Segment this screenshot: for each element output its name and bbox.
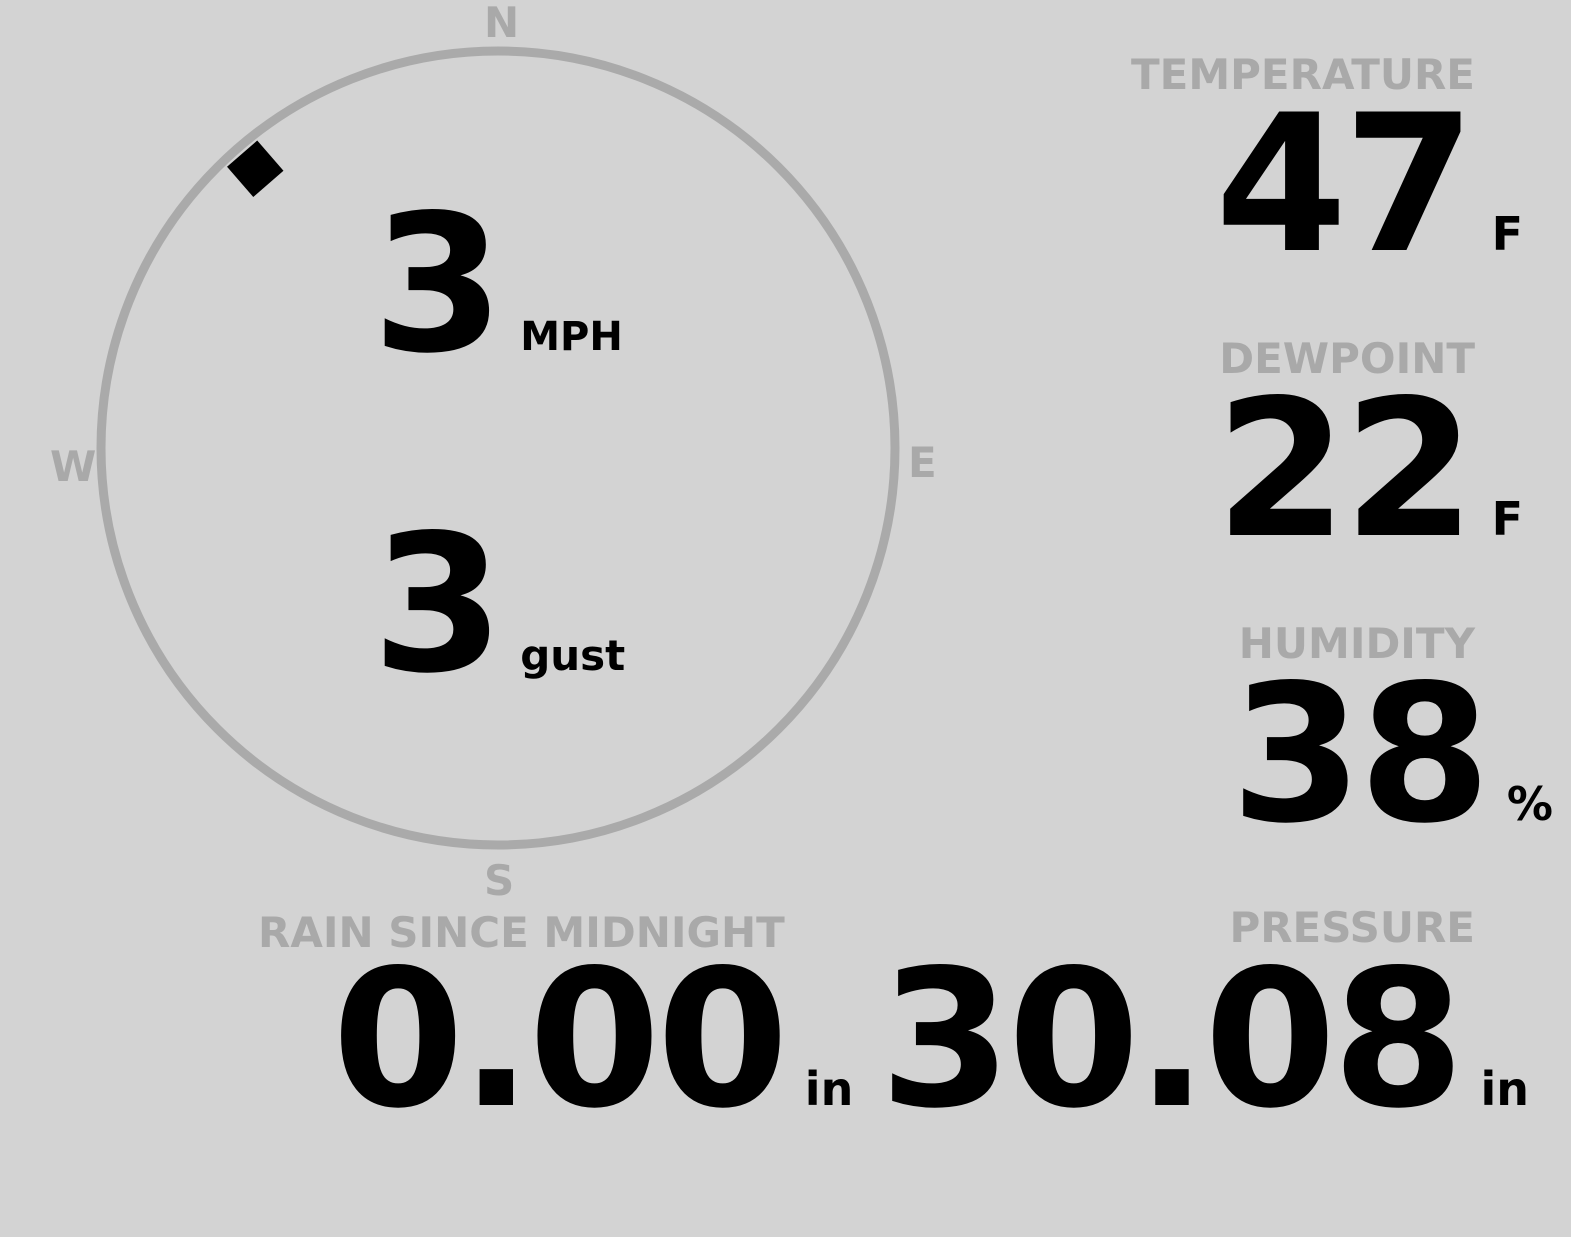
- pressure-label: PRESSURE: [1229, 903, 1475, 952]
- rain-value: 0.00: [332, 929, 789, 1150]
- temperature-label: TEMPERATURE: [1131, 50, 1475, 99]
- humidity-label: HUMIDITY: [1238, 619, 1475, 668]
- pressure-unit: in: [1480, 1062, 1529, 1116]
- dewpoint-label: DEWPOINT: [1219, 334, 1475, 383]
- temperature-value: 47: [1215, 74, 1475, 295]
- rain-unit: in: [804, 1062, 854, 1116]
- wind-speed-value: 3: [372, 174, 504, 395]
- humidity-unit: %: [1506, 777, 1553, 831]
- wind-direction-marker-icon: [227, 140, 284, 197]
- wind-gust-unit: gust: [520, 631, 626, 680]
- dewpoint-unit: F: [1491, 492, 1523, 546]
- pressure-value: 30.08: [879, 929, 1464, 1150]
- humidity-value: 38: [1230, 644, 1491, 865]
- dewpoint-value: 22: [1215, 359, 1475, 580]
- compass-east-label: E: [908, 438, 937, 487]
- compass-west-label: W: [50, 442, 97, 491]
- wind-speed-unit: MPH: [520, 314, 623, 360]
- compass-north-label: N: [484, 0, 520, 47]
- compass-south-label: S: [484, 856, 515, 905]
- rain-label: RAIN SINCE MIDNIGHT: [258, 908, 785, 957]
- temperature-unit: F: [1491, 207, 1523, 261]
- compass-ring: [96, 46, 900, 850]
- wind-gust-value: 3: [372, 494, 504, 715]
